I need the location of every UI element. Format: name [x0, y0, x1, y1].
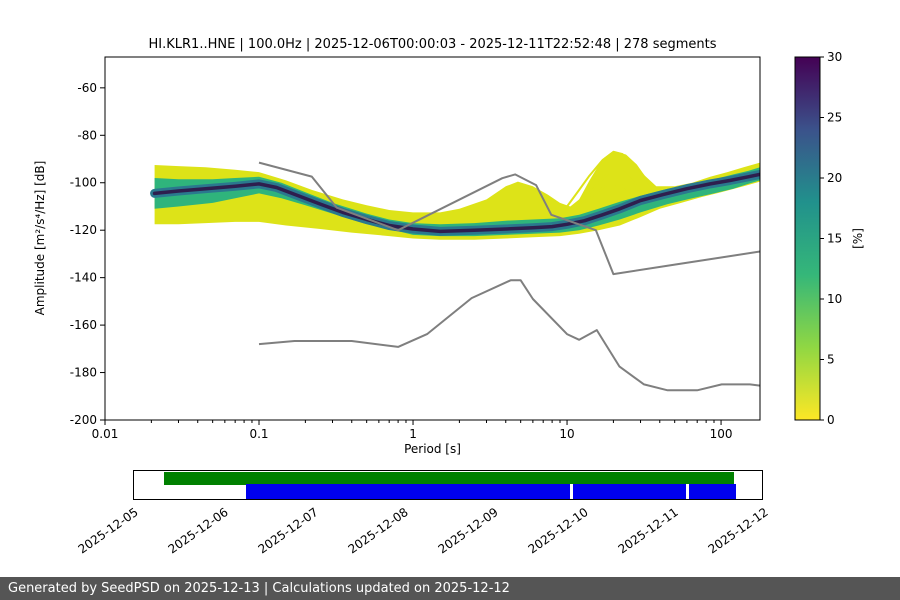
timeline-bar-data-availability [164, 472, 735, 485]
ppsd-mode-ridge [152, 172, 760, 234]
x-tick-label: 0.01 [92, 427, 119, 441]
y-tick-label: -120 [70, 223, 97, 237]
x-tick-label: 1 [409, 427, 417, 441]
timeline-bar-psd-coverage [245, 483, 737, 499]
plot-border [104, 56, 761, 421]
chart-title: HI.KLR1..HNE | 100.0Hz | 2025-12-06T00:0… [148, 37, 717, 52]
colorbar-tick-label: 30 [827, 50, 842, 64]
timeline-box [133, 470, 763, 500]
y-tick-label: -100 [70, 176, 97, 190]
colorbar-tick-label: 5 [827, 353, 835, 367]
timeline-gap [570, 483, 574, 499]
y-tick-label: -140 [70, 271, 97, 285]
colorbar-label: [%] [851, 228, 865, 249]
colorbar-tick-label: 25 [827, 111, 842, 125]
ppsd-band-mid-density [154, 167, 760, 237]
ppsd-outlier-curve [566, 150, 658, 208]
x-axis-label: Period [s] [404, 442, 461, 456]
ppsd-outlier-curve [572, 169, 652, 212]
y-tick-label: -60 [77, 81, 97, 95]
y-tick-label: -160 [70, 318, 97, 332]
ppsd-outlier-curve [578, 182, 642, 208]
y-tick-label: -180 [70, 366, 97, 380]
y-axis: -200 -180 -160 -140 -120 -100 -80 -60 [70, 81, 105, 427]
x-axis: 0.01 0.1 1 10 100 [92, 420, 733, 441]
high-noise-model-line [258, 161, 760, 276]
colorbar-tick-label: 10 [827, 292, 842, 306]
y-tick-label: -200 [70, 413, 97, 427]
colorbar: 0 5 10 15 20 25 30 [%] [794, 50, 865, 427]
x-tick-label: 100 [710, 427, 733, 441]
footer-text: Generated by SeedPSD on 2025-12-13 | Cal… [8, 581, 510, 596]
colorbar-tick-label: 15 [827, 232, 842, 246]
y-tick-label: -80 [77, 128, 97, 142]
colorbar-tick-label: 0 [827, 413, 835, 427]
footer-bar: Generated by SeedPSD on 2025-12-13 | Cal… [0, 577, 900, 600]
x-tick-label: 10 [559, 427, 574, 441]
timeline-gap [686, 483, 689, 499]
colorbar-tick-label: 20 [827, 171, 842, 185]
ppsd-histogram [150, 150, 760, 392]
low-noise-model-line [258, 279, 760, 392]
x-tick-label: 0.1 [249, 427, 268, 441]
